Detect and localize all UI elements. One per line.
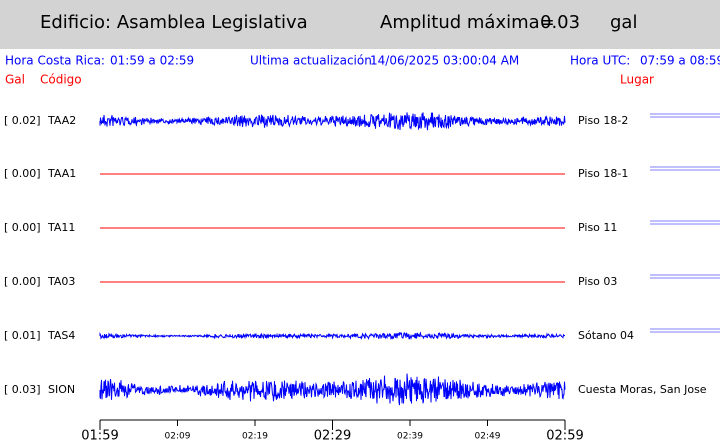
info-row: Hora Costa Rica: 01:59 a 02:59 Ultima ac…	[5, 54, 720, 68]
station-code: TAA2	[47, 114, 76, 127]
local-range: 01:59 a 02:59	[110, 54, 194, 68]
station-code: TAA1	[47, 167, 76, 180]
station-place: Piso 03	[578, 275, 617, 288]
gal-value: [ 0.02]	[4, 114, 41, 127]
station-code: SION	[48, 383, 75, 396]
amplitude-unit: gal	[610, 12, 637, 33]
gal-value: [ 0.03]	[4, 383, 41, 396]
station-code: TAS4	[47, 329, 75, 342]
time-label: 02:49	[475, 432, 501, 442]
code-header: Código	[40, 73, 82, 87]
gal-value: [ 0.01]	[4, 329, 41, 342]
waveform	[99, 373, 566, 406]
time-label: 02:39	[397, 432, 423, 442]
header-bar	[0, 0, 720, 49]
update-time: 14/06/2025 03:00:04 AM	[370, 54, 519, 68]
station-place: Piso 18-1	[578, 167, 628, 180]
time-label: 02:19	[242, 432, 268, 442]
gal-header: Gal	[5, 73, 25, 87]
station-place: Sótano 04	[578, 329, 634, 342]
column-headers: Gal Código Lugar	[5, 73, 654, 87]
gal-value: [ 0.00]	[4, 275, 41, 288]
station-place: Piso 18-2	[578, 114, 628, 127]
update-label: Ultima actualización:	[250, 54, 376, 68]
amplitude-label: Amplitud máxima=	[380, 12, 555, 33]
station-place: Piso 11	[578, 221, 617, 234]
station-code: TA11	[47, 221, 75, 234]
amplitude-value: 0.03	[540, 12, 580, 33]
time-label: 02:59	[546, 429, 583, 443]
time-label: 01:59	[81, 429, 118, 443]
place-header: Lugar	[620, 73, 654, 87]
time-label: 02:09	[165, 432, 191, 442]
building: Edificio: Asamblea Legislativa	[40, 12, 308, 33]
station-place: Cuesta Moras, San Jose	[578, 383, 707, 396]
gal-value: [ 0.00]	[4, 167, 41, 180]
waveform	[99, 112, 566, 131]
utc-label: Hora UTC:	[570, 54, 630, 68]
time-label: 02:29	[314, 429, 351, 443]
utc-range: 07:59 a 08:59	[640, 54, 720, 68]
station-code: TA03	[47, 275, 75, 288]
gal-value: [ 0.00]	[4, 221, 41, 234]
local-label: Hora Costa Rica:	[5, 54, 105, 68]
waveform	[99, 331, 565, 341]
